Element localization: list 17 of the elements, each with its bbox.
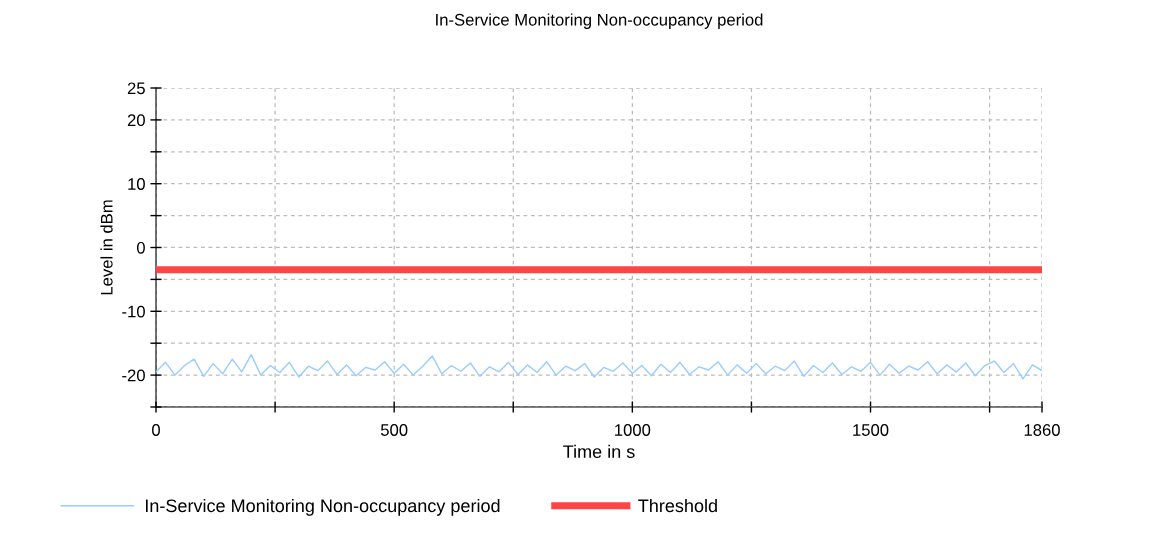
x-axis-title: Time in s (563, 444, 635, 459)
x-tick-label: 0 (152, 424, 160, 436)
x-tick-label: 500 (380, 424, 408, 436)
y-tick-label: -10 (122, 305, 145, 318)
x-tick-label: 1860 (1024, 424, 1060, 436)
y-tick-label: 10 (128, 178, 145, 190)
x-tick-label: 1500 (853, 424, 889, 436)
y-tick-label: 0 (136, 241, 145, 254)
legend-label: In-Service Monitoring Non-occupancy period (145, 498, 500, 516)
chart-title: In-Service Monitoring Non-occupancy period (436, 13, 763, 29)
y-tick-label: -20 (122, 369, 145, 382)
legend-label: Threshold (638, 498, 717, 513)
x-tick-label: 1000 (615, 424, 651, 436)
line-series (156, 353, 1042, 380)
y-tick-label: 20 (127, 114, 145, 127)
y-tick-label: 25 (127, 82, 145, 95)
y-axis-title: Level in dBm (100, 200, 113, 295)
